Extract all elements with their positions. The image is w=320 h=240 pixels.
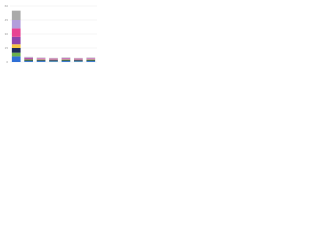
bar-segment bbox=[11, 20, 21, 29]
bar-segment bbox=[86, 60, 96, 62]
bar-segment bbox=[11, 56, 21, 62]
bar-segment bbox=[11, 36, 21, 45]
bar-segment bbox=[61, 58, 71, 60]
bar-segment bbox=[74, 59, 83, 60]
y-tick-label: 45 bbox=[5, 18, 9, 22]
y-tick-label: 60 bbox=[5, 4, 9, 8]
bar-segment bbox=[24, 59, 33, 61]
bar-segment bbox=[74, 61, 83, 62]
bar-segment bbox=[86, 58, 96, 60]
bar-segment bbox=[49, 59, 58, 60]
bar-segment bbox=[86, 59, 96, 61]
chart: 0 15 30 45 60 bbox=[5, 4, 97, 64]
bar-segment bbox=[11, 10, 21, 20]
bar-segment bbox=[11, 28, 21, 37]
y-tick-label: 30 bbox=[5, 32, 9, 36]
bar-segment bbox=[36, 59, 46, 61]
bar-segment bbox=[74, 60, 83, 61]
bar-segment bbox=[24, 60, 33, 62]
bar-segment bbox=[11, 44, 21, 48]
bar-segment bbox=[36, 58, 46, 60]
bar-segment bbox=[24, 57, 33, 59]
bar-segment bbox=[11, 48, 21, 53]
bar-segment bbox=[24, 61, 33, 62]
bar-segment bbox=[24, 58, 33, 60]
bar-segment bbox=[11, 52, 21, 57]
y-tick-label: 15 bbox=[5, 46, 9, 50]
bar-segment bbox=[36, 61, 46, 62]
y-tick-label: 0 bbox=[6, 60, 8, 64]
bar-segment bbox=[61, 61, 71, 62]
bar-segment bbox=[49, 60, 58, 61]
bar-segment bbox=[86, 61, 96, 62]
bar-segment bbox=[61, 60, 71, 62]
bar-segment bbox=[49, 61, 58, 62]
bar-segment bbox=[61, 59, 71, 61]
